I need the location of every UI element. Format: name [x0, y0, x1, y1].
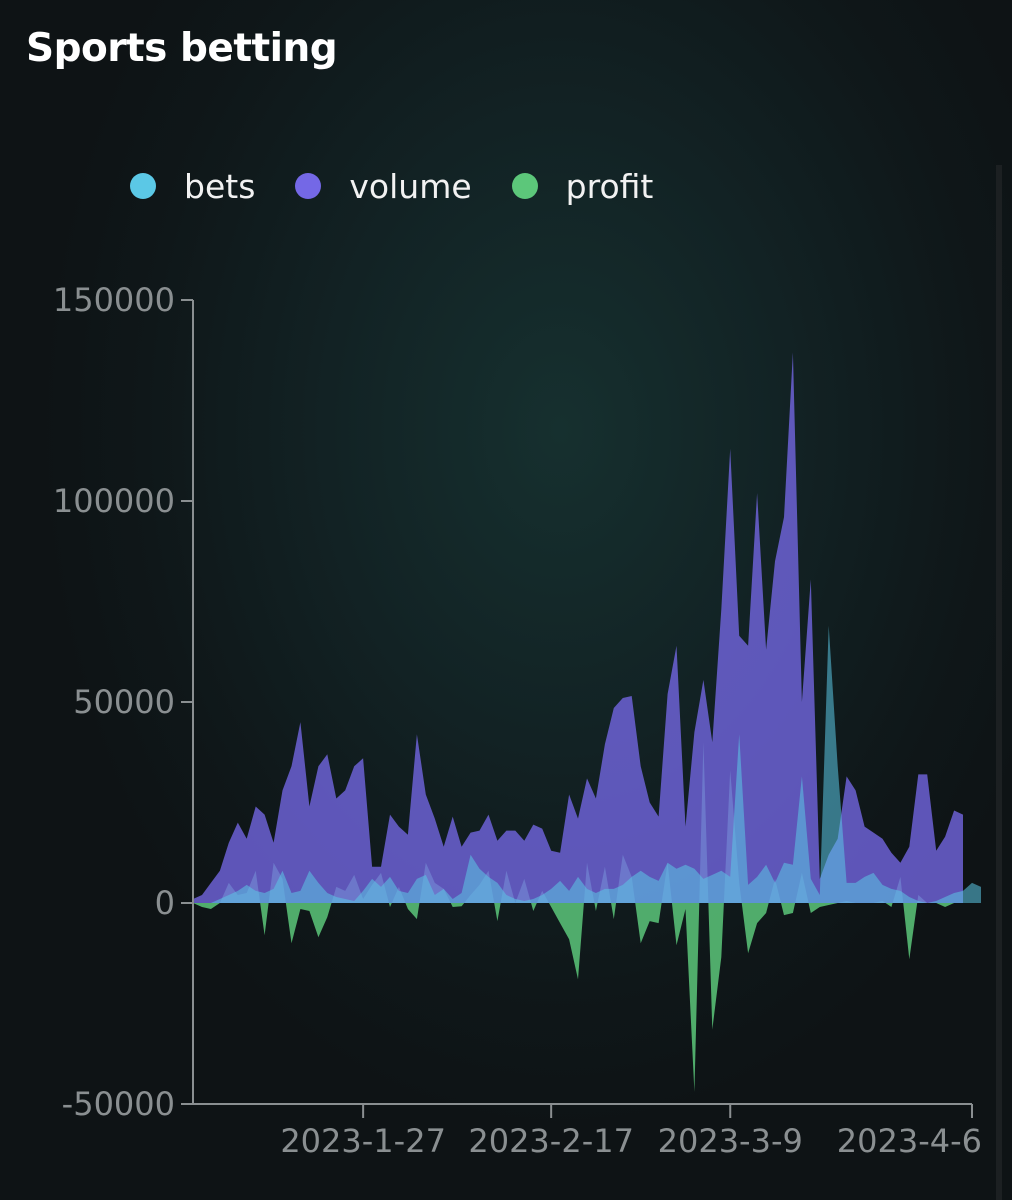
y-tick-label: 50000 — [73, 683, 175, 721]
series-area-volume — [193, 352, 963, 903]
x-tick-label: 2023-2-17 — [468, 1122, 634, 1160]
axis-layer: -50000 0 50000 100000 150000 2023-1-27 2023-2-… — [53, 281, 982, 1160]
chart-legend: bets volume profit — [130, 162, 693, 210]
legend-item-volume[interactable]: volume — [295, 166, 472, 206]
legend-label-volume: volume — [349, 166, 472, 206]
page-title: Sports betting — [26, 26, 338, 71]
legend-label-bets: bets — [184, 166, 256, 206]
legend-label-profit: profit — [565, 166, 654, 206]
x-tick-label: 2023-4-6 — [837, 1122, 982, 1160]
legend-dot-bets — [130, 173, 156, 199]
y-tick-label: -50000 — [62, 1085, 175, 1123]
y-tick-label: 0 — [155, 884, 175, 922]
y-tick-label: 100000 — [53, 482, 175, 520]
legend-item-profit[interactable]: profit — [511, 166, 654, 206]
legend-dot-profit — [511, 173, 538, 199]
legend-item-bets[interactable]: bets — [130, 167, 255, 206]
legend-dot-volume — [295, 173, 322, 199]
scrollbar[interactable] — [996, 165, 1002, 1200]
y-tick-label: 150000 — [53, 281, 175, 319]
x-tick-label: 2023-1-27 — [280, 1122, 446, 1160]
series-area-profit — [193, 742, 963, 1092]
x-tick-label: 2023-3-9 — [658, 1122, 803, 1160]
series-layer — [193, 352, 981, 1092]
